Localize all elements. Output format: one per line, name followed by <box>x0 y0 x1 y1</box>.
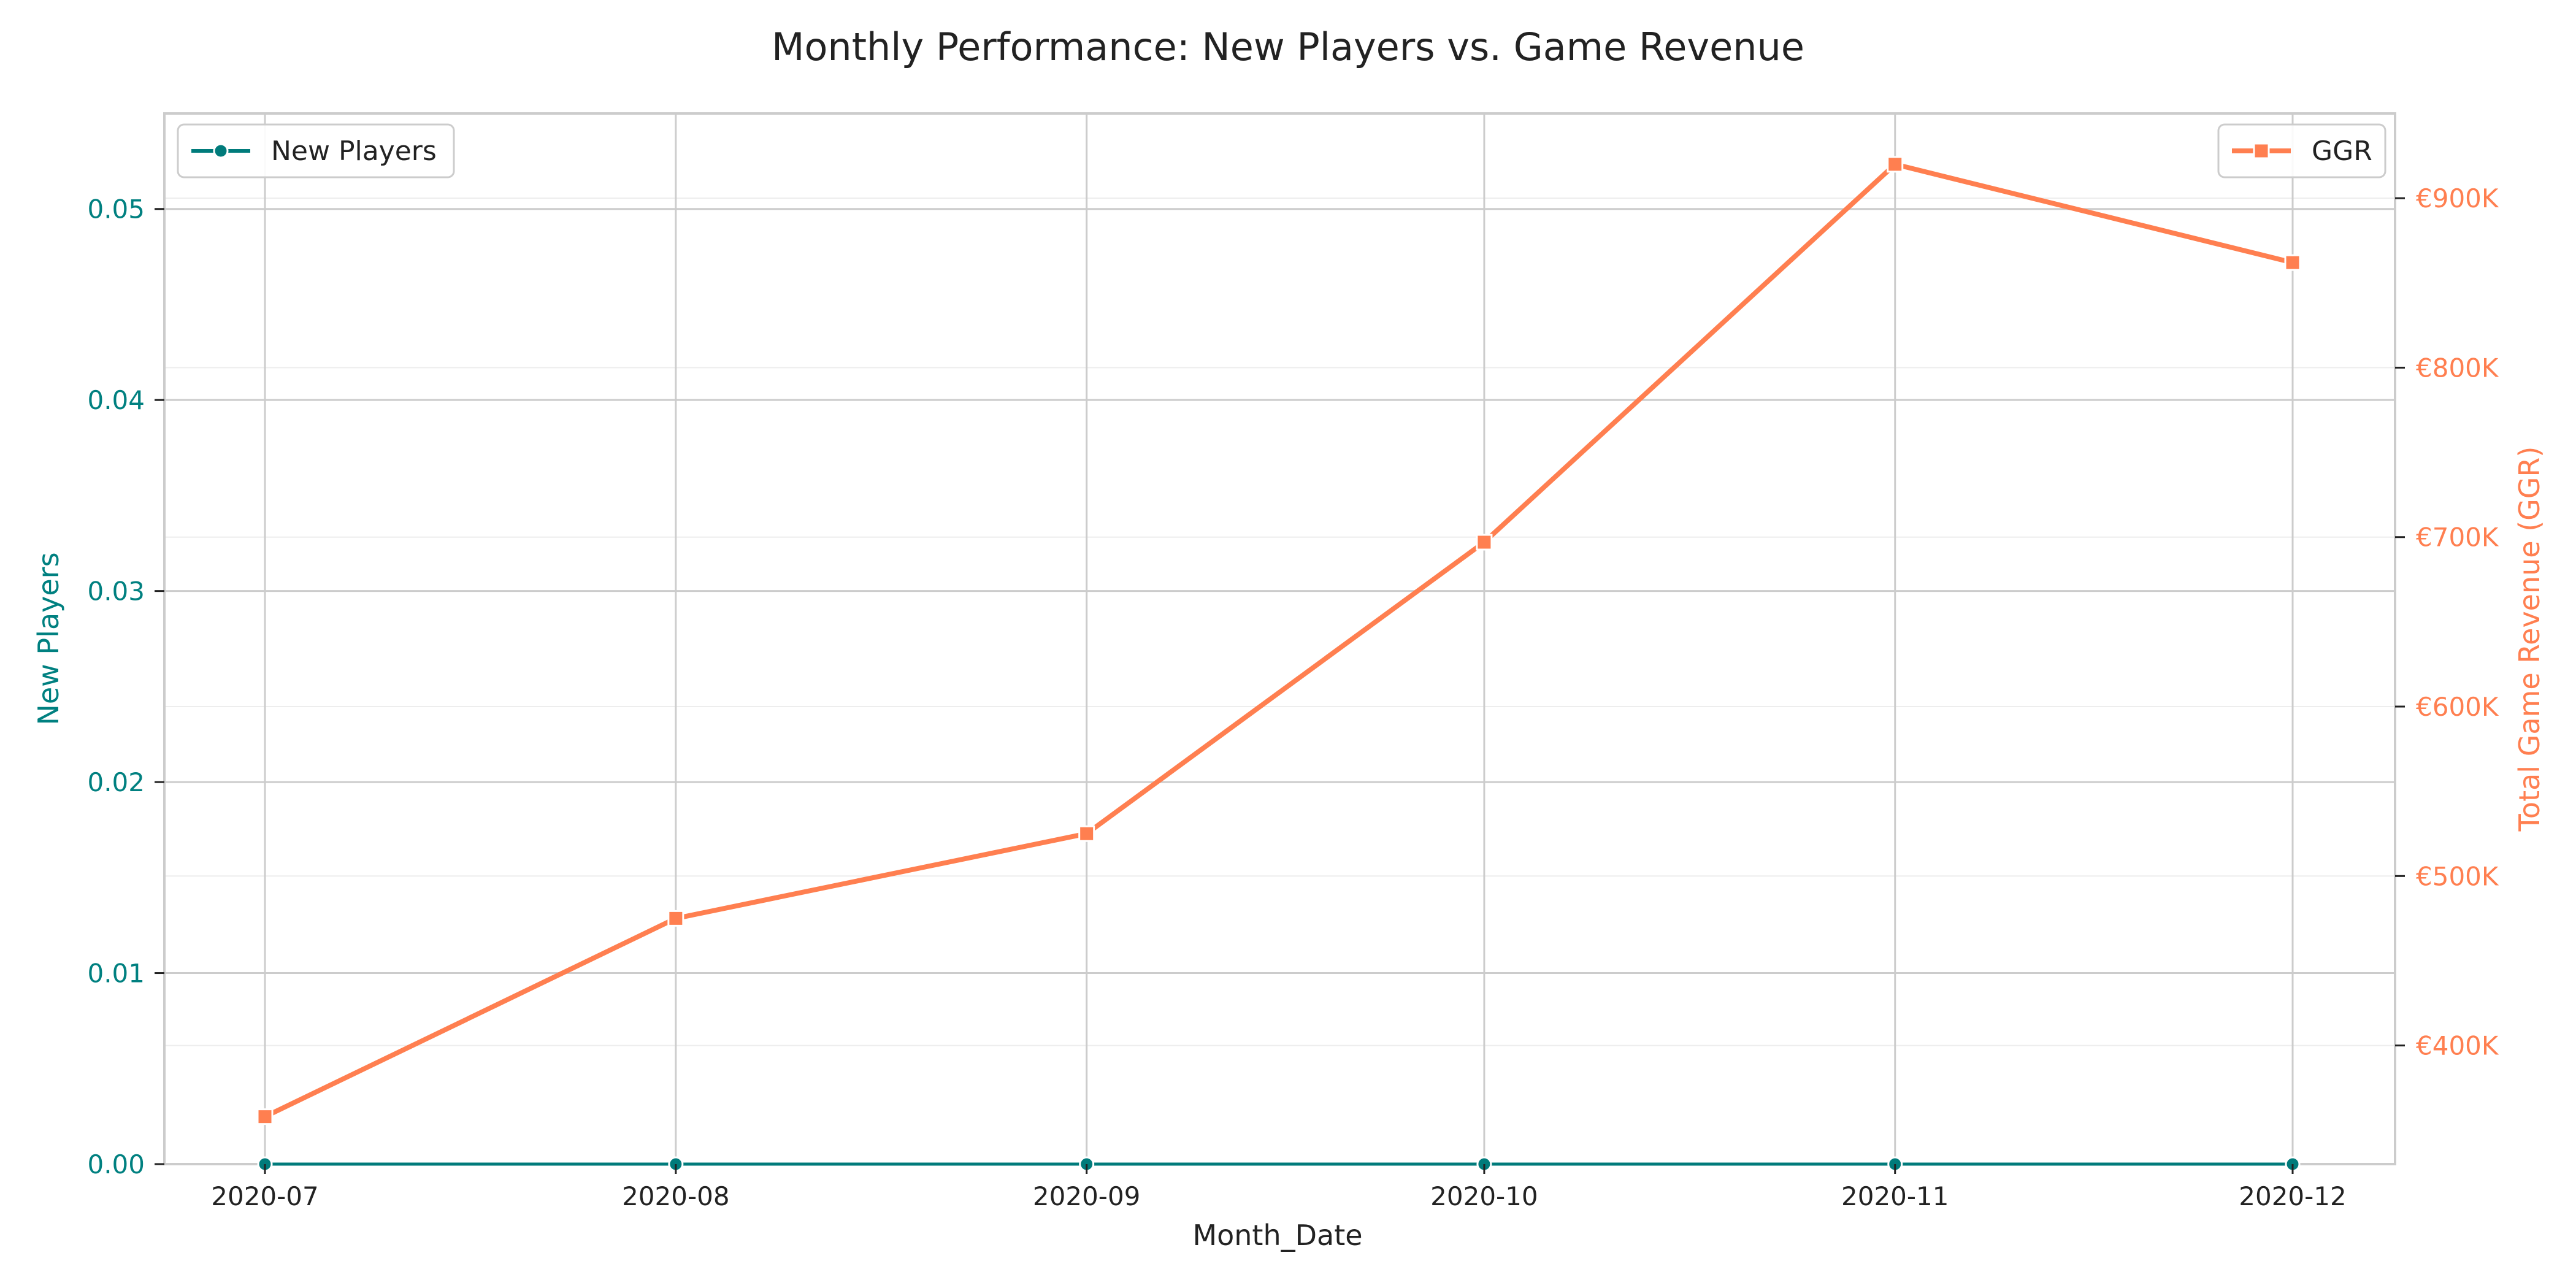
legend-marker <box>213 143 229 159</box>
grid <box>164 113 2395 1165</box>
y-left-tick-label-1: 0.01 <box>87 959 145 989</box>
data-point-ggr-0 <box>256 1108 274 1125</box>
data-point-ggr-2 <box>1078 825 1095 842</box>
chart-title: Monthly Performance: New Players vs. Gam… <box>772 25 1804 69</box>
legend-ggr: GGR <box>2217 123 2386 178</box>
x-tick-label-1: 2020-08 <box>622 1181 730 1211</box>
y-right-tick-label-1: €500K <box>2416 861 2499 891</box>
legend-new-players: New Players <box>177 123 455 178</box>
axes: 0.00 0.01 0.02 0.03 0.04 0.05 €400K €500K €600K €… <box>87 183 2499 1211</box>
y-right-tick-label-4: €800K <box>2416 353 2499 383</box>
y-right-tick-label-5: €900K <box>2416 183 2499 213</box>
data-point-ggr-5 <box>2284 254 2301 271</box>
plot-background <box>164 113 2395 1164</box>
legend-label: New Players <box>271 136 437 167</box>
series-layer <box>256 156 2301 1172</box>
data-point-ggr-4 <box>1887 156 1904 173</box>
legend-label: GGR <box>2312 136 2372 167</box>
y-left-tick-label-0: 0.00 <box>87 1149 145 1179</box>
legend-box <box>177 123 455 178</box>
x-tick-label-0: 2020-07 <box>211 1181 319 1211</box>
y-left-axis-label: New Players <box>32 552 65 725</box>
y-left-tick-label-3: 0.03 <box>87 577 145 607</box>
x-tick-label-3: 2020-10 <box>1430 1181 1538 1211</box>
y-left-tick-label-4: 0.04 <box>87 385 145 415</box>
y-right-tick-label-2: €600K <box>2416 692 2499 722</box>
data-point-ggr-3 <box>1476 534 1493 551</box>
x-tick-label-2: 2020-09 <box>1033 1181 1141 1211</box>
x-axis-label: Month_Date <box>1192 1219 1362 1252</box>
y-right-axis-label: Total Game Revenue (GGR) <box>2513 447 2546 832</box>
y-right-tick-label-3: €700K <box>2416 523 2499 553</box>
series-line-ggr <box>264 161 2293 1119</box>
x-tick-label-5: 2020-12 <box>2239 1181 2347 1211</box>
y-left-tick-label-5: 0.05 <box>87 194 145 224</box>
legend-marker <box>2253 142 2270 159</box>
y-right-tick-label-0: €400K <box>2416 1031 2499 1061</box>
legend-box <box>2217 123 2386 178</box>
data-point-ggr-1 <box>667 910 684 927</box>
y-left-tick-label-2: 0.02 <box>87 767 145 797</box>
x-tick-label-4: 2020-11 <box>1841 1181 1949 1211</box>
